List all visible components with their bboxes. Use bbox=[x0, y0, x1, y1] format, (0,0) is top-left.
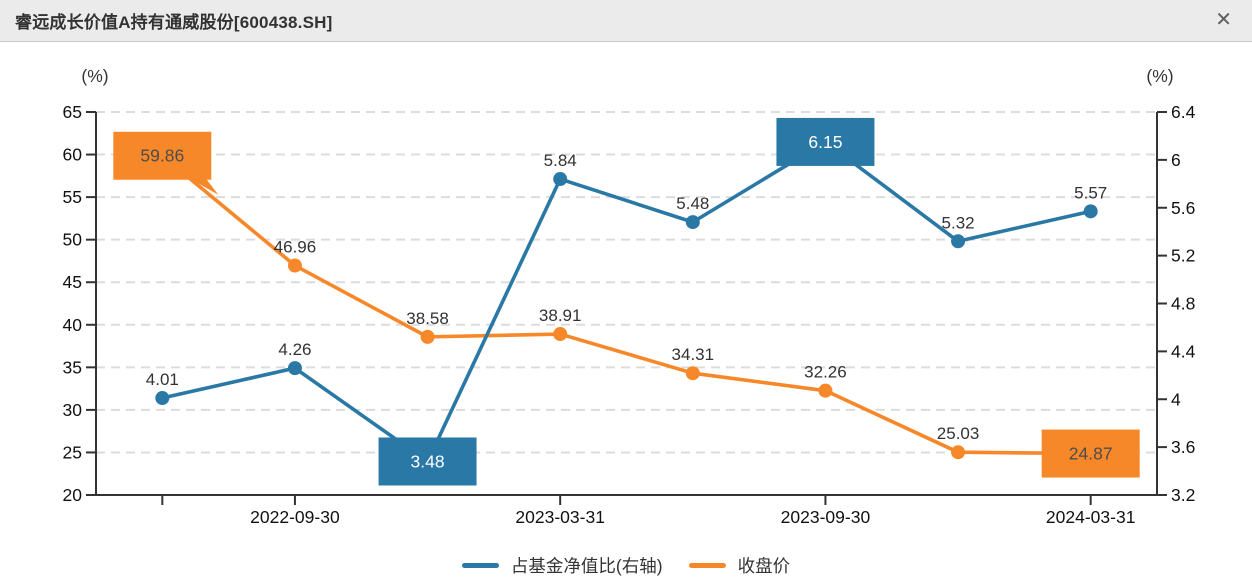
chart-canvas: (%) (%) 20 25 30 35 40 45 50 55 60 65 3.2 3.6 4 4.4 4.8 5… bbox=[63, 66, 1196, 527]
data-point-label: 46.96 bbox=[274, 238, 317, 257]
legend-swatch-blue bbox=[461, 563, 499, 568]
legend-item-net-value-ratio[interactable]: 占基金净值比(右轴) bbox=[461, 553, 663, 578]
data-point[interactable] bbox=[287, 258, 302, 273]
data-point-label: 5.48 bbox=[676, 194, 709, 213]
data-point-label: 38.91 bbox=[539, 306, 582, 325]
data-label-box bbox=[1041, 429, 1140, 478]
data-label-box-value: 59.86 bbox=[140, 146, 184, 166]
data-point-label: 5.57 bbox=[1074, 183, 1107, 202]
data-point-label: 32.26 bbox=[804, 363, 847, 382]
right-axis-tick-label: 4 bbox=[1171, 389, 1181, 409]
data-point[interactable] bbox=[155, 391, 170, 406]
data-point-label: 25.03 bbox=[937, 424, 980, 443]
dialog-title: 睿远成长价值A持有通威股份[600438.SH] bbox=[15, 13, 333, 32]
x-axis-tick-label: 2023-03-31 bbox=[515, 507, 605, 527]
left-axis-tick-label: 45 bbox=[63, 272, 82, 292]
right-axis-tick-label: 5.6 bbox=[1171, 198, 1195, 218]
data-point[interactable] bbox=[951, 234, 966, 249]
data-point-label: 4.26 bbox=[278, 340, 311, 359]
data-label-box-value: 24.87 bbox=[1069, 444, 1113, 464]
data-point[interactable] bbox=[685, 215, 700, 230]
data-point[interactable] bbox=[553, 172, 568, 187]
titlebar: 睿远成长价值A持有通威股份[600438.SH] ✕ bbox=[0, 0, 1252, 42]
left-axis-tick-label: 25 bbox=[63, 442, 82, 462]
left-axis-tick-label: 60 bbox=[63, 145, 83, 165]
data-point[interactable] bbox=[287, 361, 302, 376]
right-axis-tick-label: 6.4 bbox=[1171, 102, 1196, 122]
legend: 占基金净值比(右轴) 收盘价 bbox=[0, 553, 1252, 578]
left-axis-tick-label: 50 bbox=[63, 230, 83, 250]
data-label-box-value: 6.15 bbox=[808, 132, 842, 152]
right-axis-tick-label: 6 bbox=[1171, 150, 1181, 170]
data-point-label: 5.32 bbox=[942, 213, 975, 232]
right-axis-tick-label: 4.4 bbox=[1171, 341, 1196, 361]
chart: (%) (%) 20 25 30 35 40 45 50 55 60 65 3.2 3.6 4 4.4 4.8 5… bbox=[0, 42, 1252, 588]
series-line-0 bbox=[160, 140, 1093, 464]
data-point[interactable] bbox=[951, 445, 966, 460]
left-axis-tick-label: 20 bbox=[63, 485, 83, 505]
data-point[interactable] bbox=[1083, 204, 1098, 219]
data-point[interactable] bbox=[685, 366, 700, 381]
right-axis-tick-label: 5.2 bbox=[1171, 246, 1195, 266]
legend-item-close-price[interactable]: 收盘价 bbox=[688, 553, 791, 578]
x-axis-tick-label: 2022-09-30 bbox=[250, 507, 340, 527]
data-point-label: 34.31 bbox=[672, 345, 715, 364]
data-label-box-value: 3.48 bbox=[411, 451, 445, 471]
data-label-box-tail bbox=[188, 177, 219, 195]
right-axis-unit-label: (%) bbox=[1146, 66, 1173, 86]
legend-label-close-price: 收盘价 bbox=[737, 556, 791, 576]
legend-label-net-value-ratio: 占基金净值比(右轴) bbox=[510, 556, 663, 576]
x-axis-tick-label: 2023-09-30 bbox=[781, 507, 871, 527]
data-label-box bbox=[113, 131, 212, 180]
left-axis-tick-label: 40 bbox=[63, 315, 83, 335]
data-point-label: 38.58 bbox=[406, 309, 449, 328]
right-axis-tick-label: 3.2 bbox=[1171, 485, 1195, 505]
series-line-1 bbox=[160, 153, 1093, 456]
left-axis-tick-label: 30 bbox=[63, 400, 83, 420]
data-label-box bbox=[378, 437, 477, 486]
legend-swatch-orange bbox=[688, 563, 726, 568]
left-axis-tick-label: 35 bbox=[63, 357, 82, 377]
data-point-label: 4.01 bbox=[146, 370, 179, 389]
data-point[interactable] bbox=[420, 329, 435, 344]
data-point-label: 5.84 bbox=[544, 151, 577, 170]
x-axis-tick-label: 2024-03-31 bbox=[1046, 507, 1136, 527]
right-axis-tick-label: 3.6 bbox=[1171, 437, 1195, 457]
data-point[interactable] bbox=[818, 383, 833, 398]
close-icon[interactable]: ✕ bbox=[1215, 9, 1232, 31]
data-label-box bbox=[776, 117, 875, 166]
left-axis-tick-label: 65 bbox=[63, 102, 82, 122]
left-axis-tick-label: 55 bbox=[63, 187, 82, 207]
left-axis-unit-label: (%) bbox=[81, 66, 108, 86]
data-point[interactable] bbox=[553, 327, 568, 342]
right-axis-tick-label: 4.8 bbox=[1171, 294, 1195, 314]
